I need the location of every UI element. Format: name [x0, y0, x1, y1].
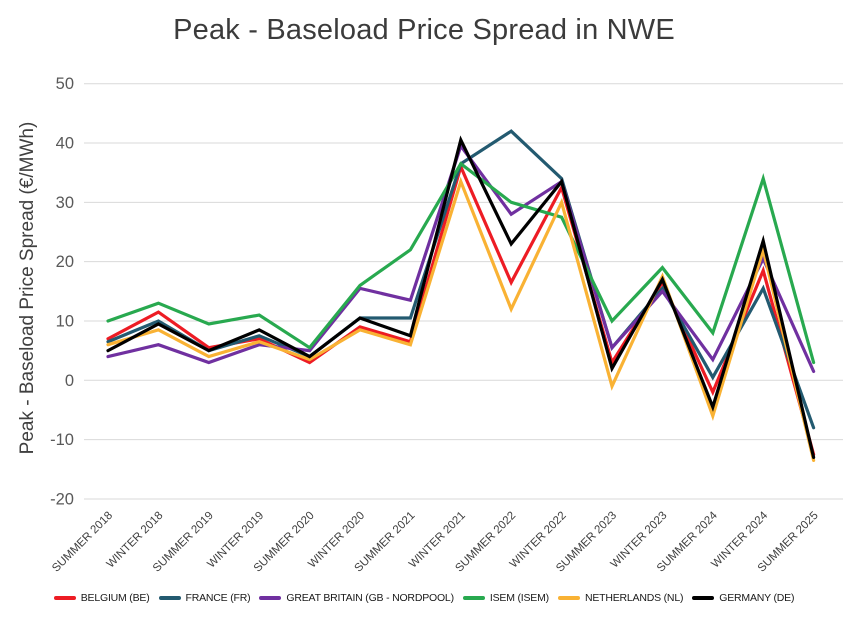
legend-swatch [557, 596, 580, 600]
legend-swatch [158, 596, 181, 600]
y-tick-label: 10 [56, 312, 74, 330]
y-tick-label: -10 [50, 431, 74, 449]
y-tick-label: 0 [65, 372, 74, 390]
y-tick-label: 50 [56, 75, 74, 93]
legend-item: NETHERLANDS (NL) [557, 592, 684, 604]
legend-swatch [462, 596, 485, 600]
legend-label: GREAT BRITAIN (GB - NORDPOOL) [286, 592, 454, 604]
legend-label: BELGIUM (BE) [80, 592, 150, 604]
legend-item: ISEM (ISEM) [462, 592, 549, 604]
y-tick-label: 30 [56, 194, 74, 212]
legend-item: BELGIUM (BE) [53, 592, 150, 604]
series-line-germany-de [106, 135, 816, 460]
y-tick-label: 20 [56, 253, 74, 271]
legend: BELGIUM (BE) FRANCE (FR) GREAT BRITAIN (GB… [0, 592, 848, 604]
series-line-netherlands-nl [106, 176, 816, 462]
legend-swatch [259, 596, 282, 600]
y-tick-label: 40 [56, 135, 74, 153]
chart-title: Peak - Baseload Price Spread in NWE [173, 14, 675, 46]
legend-label: NETHERLANDS (NL) [584, 592, 684, 604]
legend-item: GERMANY (DE) [692, 592, 794, 604]
legend-label: FRANCE (FR) [185, 592, 251, 604]
legend-item: GREAT BRITAIN (GB - NORDPOOL) [259, 592, 454, 604]
legend-label: GERMANY (DE) [719, 592, 795, 604]
series-line-isem-isem [106, 161, 816, 365]
x-tick-label: SUMMER 2018 [50, 510, 115, 575]
legend-swatch [53, 596, 76, 600]
legend-swatch [692, 596, 715, 600]
series-line-belgium-be [106, 162, 816, 457]
legend-label: ISEM (ISEM) [489, 592, 549, 604]
y-tick-label: -20 [50, 490, 74, 508]
legend-item: FRANCE (FR) [158, 592, 251, 604]
